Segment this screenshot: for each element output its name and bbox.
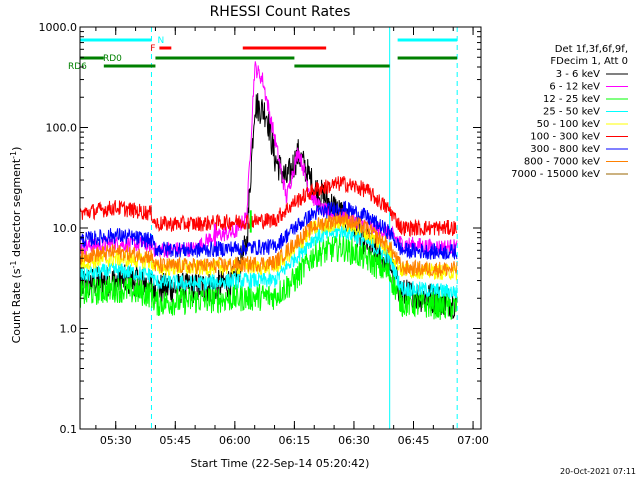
y-axis-label: Count Rate (s-1 detector segment-1) bbox=[9, 147, 24, 344]
series-line-12-25-kev bbox=[79, 233, 458, 320]
flag-label-n: N bbox=[157, 36, 164, 46]
legend-label-6-12-kev: 6 - 12 keV bbox=[549, 82, 600, 93]
y-tick-label: 1.0 bbox=[60, 323, 78, 336]
legend-label-800-7000-kev: 800 - 7000 keV bbox=[524, 157, 600, 168]
y-axis-label-mid: detector segment bbox=[10, 158, 23, 260]
legend: Det 1f,3f,6f,9f,FDecim 1, Att 0 3 - 6 keV… bbox=[511, 44, 628, 180]
y-axis-label-sup1: -1 bbox=[9, 261, 18, 269]
y-tick-label: 10.0 bbox=[53, 222, 78, 235]
series-line-100-300-kev bbox=[79, 176, 458, 237]
y-axis-label-main: Count Rate (s bbox=[10, 268, 23, 343]
axes: 0.1 1.0 10.0 100.0 1000.0 05:30 05:45 06:00 06:1… bbox=[39, 21, 489, 447]
x-tick-label: 06:45 bbox=[398, 434, 430, 447]
x-tick-label: 06:00 bbox=[219, 434, 251, 447]
x-tick-label: 05:45 bbox=[159, 434, 191, 447]
series-line-6-12-kev bbox=[79, 61, 458, 258]
chart-title: RHESSI Count Rates bbox=[210, 4, 351, 20]
series-layer bbox=[79, 61, 458, 320]
legend-label-12-25-kev: 12 - 25 keV bbox=[543, 94, 600, 105]
series-line-300-800-kev bbox=[79, 200, 458, 261]
flag-label-rd0: RD0 bbox=[103, 54, 122, 64]
x-tick-label: 07:00 bbox=[457, 434, 489, 447]
legend-label-50-100-kev: 50 - 100 keV bbox=[537, 119, 601, 130]
y-tick-label: 1000.0 bbox=[39, 21, 78, 34]
footer-timestamp: 20-Oct-2021 07:11 bbox=[560, 467, 636, 476]
legend-header-1: Det 1f,3f,6f,9f, bbox=[555, 44, 628, 55]
y-tick-label: 0.1 bbox=[60, 423, 78, 436]
legend-label-7000-15000-kev: 7000 - 15000 keV bbox=[511, 169, 600, 180]
legend-label-300-800-kev: 300 - 800 keV bbox=[530, 144, 600, 155]
y-axis-label-sup2: -1 bbox=[9, 151, 18, 159]
x-tick-label: 05:30 bbox=[100, 434, 132, 447]
series-line-800-7000-kev bbox=[79, 210, 458, 278]
legend-label-25-50-kev: 25 - 50 keV bbox=[543, 107, 600, 118]
flag-bars: NF RD0 RD6 bbox=[68, 36, 458, 72]
legend-label-3-6-kev: 3 - 6 keV bbox=[556, 69, 600, 80]
y-tick-label: 100.0 bbox=[46, 122, 78, 135]
legend-header-2: FDecim 1, Att 0 bbox=[550, 56, 628, 67]
x-axis-label: Start Time (22-Sep-14 05:20:42) bbox=[191, 457, 370, 470]
flag-label-rd6: RD6 bbox=[68, 62, 87, 72]
flag-label-f: F bbox=[150, 44, 155, 54]
x-tick-label: 06:30 bbox=[338, 434, 370, 447]
y-axis-label-end: ) bbox=[10, 147, 23, 151]
x-tick-label: 06:15 bbox=[279, 434, 311, 447]
legend-label-100-300-kev: 100 - 300 keV bbox=[530, 132, 600, 143]
